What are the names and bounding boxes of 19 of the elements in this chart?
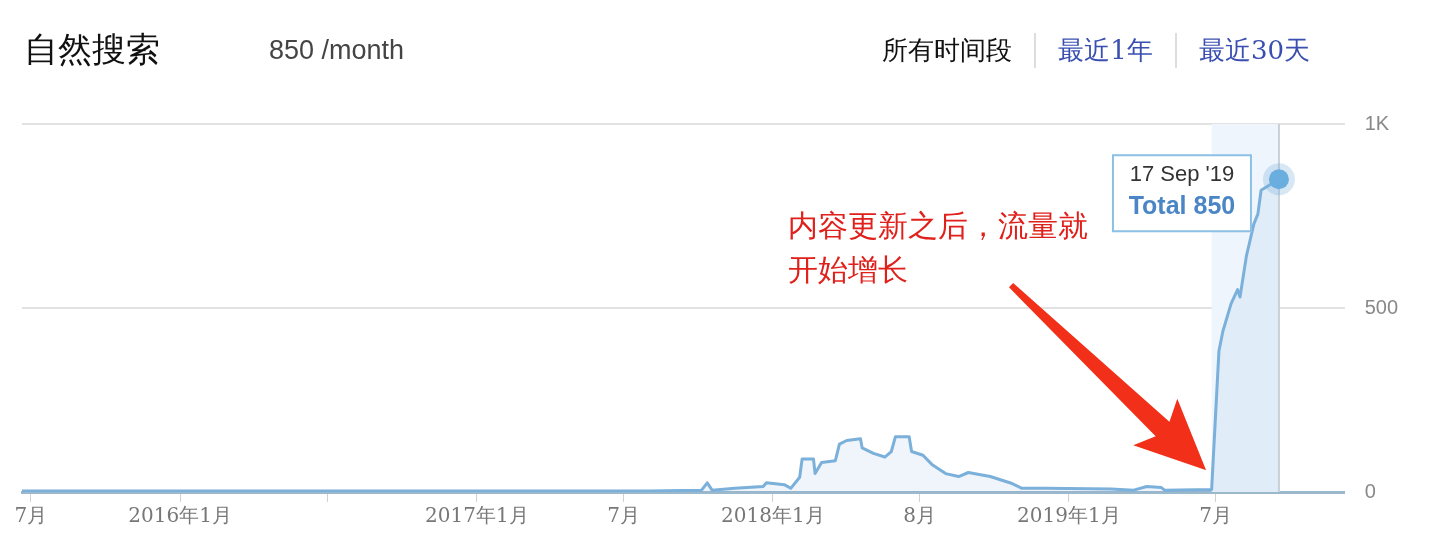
x-tick-label: 2017年1月 <box>425 503 529 528</box>
annotation: Total 850 <box>1128 191 1236 220</box>
text: 所有时间段 <box>881 33 1014 67</box>
x-tick-label: 7月 <box>1199 503 1233 528</box>
x-tick-label: 7月 <box>607 503 641 528</box>
chart-title: 自然搜索 <box>24 28 161 71</box>
x-tick-label: 7月 <box>14 503 48 528</box>
text: 最近1年 <box>1034 32 1175 68</box>
text: 最近30天 <box>1174 32 1332 68</box>
chart-subtitle: 850 /month <box>269 34 405 66</box>
annotation: 内容更新之后，流量就开始增长 <box>788 207 1089 289</box>
y-tick-label: 500 <box>1364 295 1399 318</box>
y-tick-label: 0 <box>1364 479 1376 502</box>
x-tick-label: 8月 <box>903 503 937 528</box>
annotation: 17 Sep '19 <box>1129 161 1235 187</box>
y-tick-label: 1K <box>1364 111 1390 134</box>
x-tick-label: 2016年1月 <box>128 503 232 528</box>
x-tick-label: 2018年1月 <box>721 503 825 528</box>
x-tick-label: 2019年1月 <box>1017 503 1121 528</box>
